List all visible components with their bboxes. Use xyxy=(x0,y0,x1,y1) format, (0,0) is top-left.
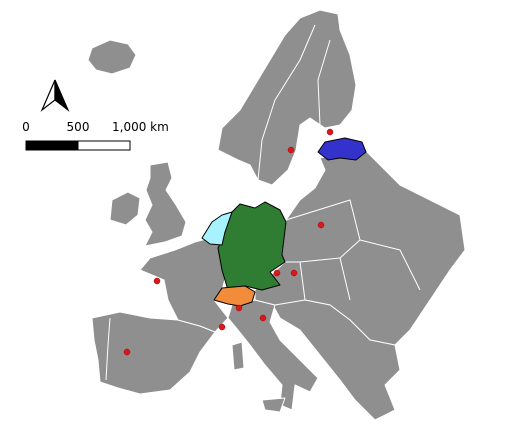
germany xyxy=(217,201,287,291)
north-arrow-right xyxy=(54,79,70,112)
city-point xyxy=(235,304,243,312)
city-point xyxy=(153,277,161,285)
scale-segment-black xyxy=(25,140,79,151)
france xyxy=(139,237,229,333)
portugal-border xyxy=(105,317,111,381)
great-britain xyxy=(144,161,187,247)
city-point xyxy=(287,146,295,154)
scale-bar: 0 500 1,000 km xyxy=(22,120,169,151)
city-points xyxy=(123,128,334,356)
italy xyxy=(227,299,319,411)
netherlands xyxy=(201,211,233,246)
sardinia xyxy=(231,341,245,371)
highlighted-countries xyxy=(201,137,367,307)
scandinavia xyxy=(217,9,357,186)
city-point xyxy=(290,269,298,277)
land-masses xyxy=(87,9,466,421)
scale-label: 0 xyxy=(22,120,30,134)
poland-border xyxy=(285,199,421,301)
iberia xyxy=(91,311,216,395)
city-point xyxy=(273,269,281,277)
scale-label: 1,000 km xyxy=(112,120,169,134)
switzerland xyxy=(213,285,256,307)
ireland xyxy=(109,191,141,226)
north-arrow-left xyxy=(40,79,56,112)
scandinavia-border xyxy=(257,24,331,181)
balkans xyxy=(269,299,401,421)
city-point xyxy=(123,348,131,356)
sicily xyxy=(261,397,286,413)
scale-label: 500 xyxy=(67,120,90,134)
city-point xyxy=(317,221,325,229)
city-point xyxy=(218,323,226,331)
scale-segment-white xyxy=(77,140,131,151)
city-point xyxy=(326,128,334,136)
north-arrow xyxy=(40,79,70,112)
city-point xyxy=(259,314,267,322)
estonia xyxy=(317,137,367,161)
iceland xyxy=(87,39,137,75)
